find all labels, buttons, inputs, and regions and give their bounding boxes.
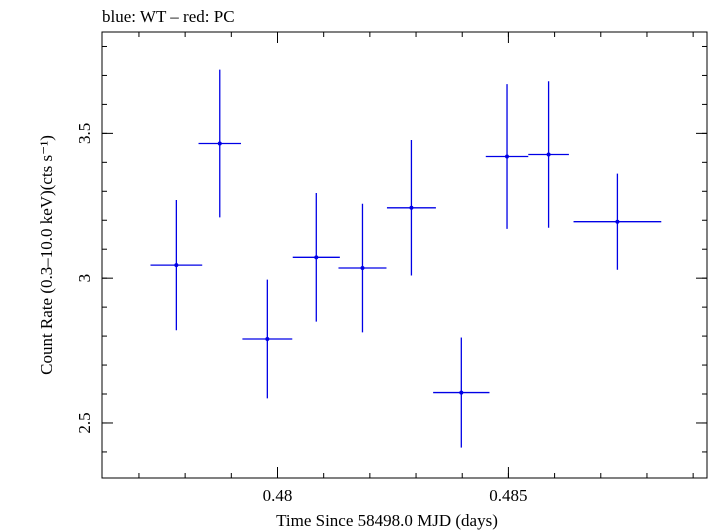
data-marker bbox=[360, 266, 365, 271]
data-marker bbox=[217, 141, 222, 146]
data-point bbox=[573, 173, 662, 270]
data-point bbox=[386, 140, 436, 276]
plot-frame bbox=[101, 31, 708, 479]
data-point bbox=[338, 203, 387, 333]
data-marker bbox=[314, 255, 319, 260]
data-marker bbox=[265, 336, 270, 341]
data-marker bbox=[459, 390, 464, 395]
data-point bbox=[198, 69, 242, 218]
y-tick-label: 2.5 bbox=[75, 412, 94, 433]
data-point bbox=[433, 337, 490, 448]
x-axis-label: Time Since 58498.0 MJD (days) bbox=[276, 511, 498, 530]
data-marker bbox=[546, 152, 551, 157]
data-point bbox=[528, 81, 569, 228]
data-marker bbox=[174, 263, 179, 268]
y-axis-label: Count Rate (0.3–10.0 keV)(cts s⁻¹) bbox=[37, 135, 56, 375]
axis-ticks bbox=[102, 32, 707, 478]
y-tick-labels: 2.5 3 3.5 bbox=[75, 123, 94, 434]
data-point bbox=[292, 193, 340, 322]
data-point bbox=[150, 199, 203, 331]
y-tick-label: 3 bbox=[75, 274, 94, 283]
x-tick-label: 0.48 bbox=[263, 486, 293, 505]
x-tick-labels: 0.48 0.485 bbox=[263, 486, 528, 505]
data-marker bbox=[409, 205, 414, 210]
data-points bbox=[150, 69, 662, 448]
data-point bbox=[242, 279, 293, 399]
x-tick-label: 0.485 bbox=[489, 486, 527, 505]
chart-title: blue: WT – red: PC bbox=[102, 7, 235, 26]
data-marker bbox=[505, 154, 510, 159]
data-point bbox=[485, 84, 529, 229]
data-marker bbox=[615, 219, 620, 224]
y-tick-label: 3.5 bbox=[75, 123, 94, 144]
